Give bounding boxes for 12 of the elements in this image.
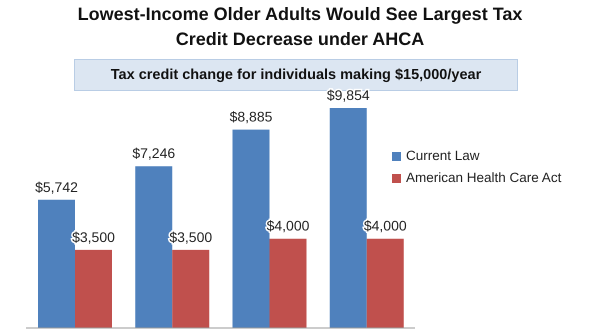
chart-subtitle: Tax credit change for individuals making $15,000/year — [110, 67, 482, 83]
chart-title: Lowest-Income Older Adults Would See Largest Tax Credit Decrease under AHCA — [76, 3, 524, 51]
data-label: $7,246 — [132, 145, 176, 162]
bar — [366, 238, 404, 328]
bar — [172, 250, 210, 328]
bar — [270, 238, 306, 328]
data-label: $5,742 — [35, 178, 78, 195]
data-label: $9,854 — [326, 87, 370, 103]
data-label: $8,885 — [230, 108, 273, 125]
bar — [75, 250, 112, 328]
legend-label: American Health Care Act — [406, 169, 562, 187]
legend-label: Current Law — [406, 147, 480, 165]
